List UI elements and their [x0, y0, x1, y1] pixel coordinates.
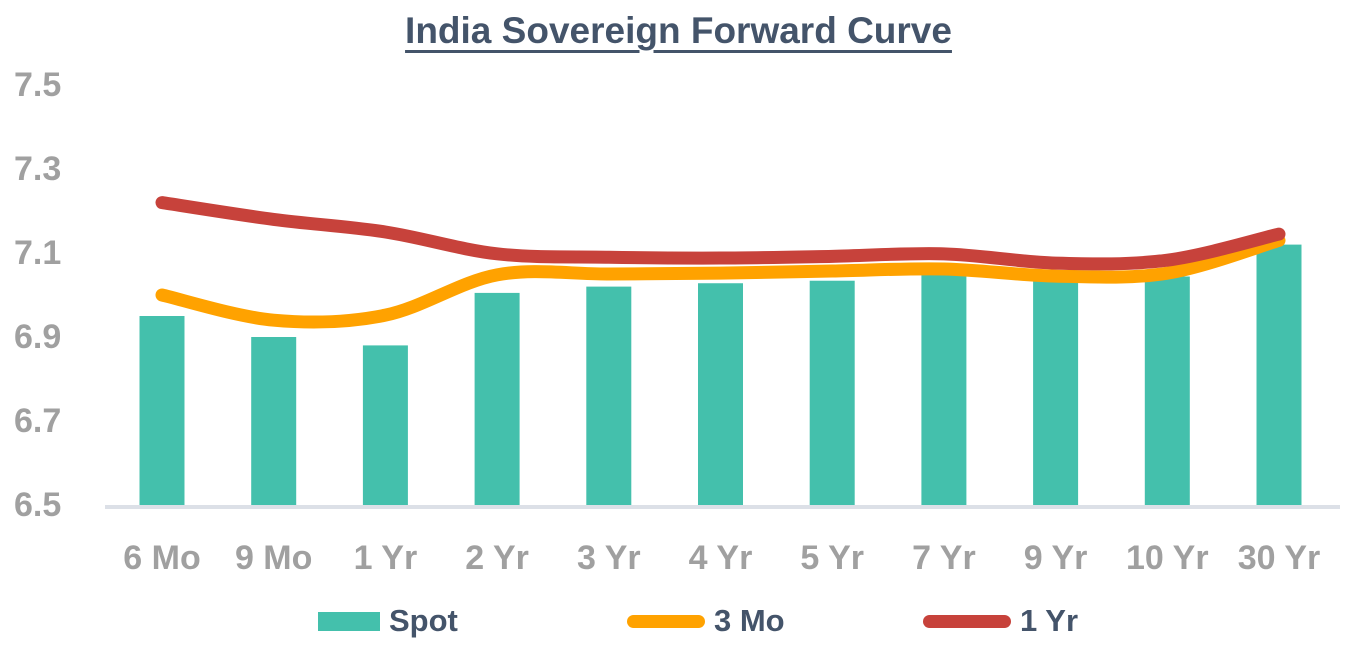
x-axis-tick-label: 1 Yr: [353, 539, 418, 577]
x-axis-tick-label: 9 Mo: [234, 539, 313, 577]
x-axis-tick-label: 4 Yr: [688, 539, 753, 577]
y-axis-tick-label: 7.1: [14, 234, 62, 272]
bar-spot-1: [251, 337, 297, 505]
bar-spot-6: [809, 280, 855, 505]
legend-item-1yr: 1 Yr: [923, 602, 1078, 640]
bar-spot-10: [1256, 244, 1302, 505]
y-axis-tick-label: 6.9: [14, 318, 62, 356]
x-axis-tick-label: 2 Yr: [465, 539, 529, 577]
spot-series-swatch: [318, 611, 380, 631]
y-axis-tick-label: 7.5: [14, 66, 62, 104]
bar-spot-8: [1033, 280, 1079, 505]
y-axis-tick-label: 7.3: [14, 150, 62, 188]
x-axis-tick-label: 3 Yr: [576, 539, 641, 577]
line-series-1-yr: [155, 196, 1286, 271]
x-axis-tick-label: 7 Yr: [912, 539, 976, 577]
line-series-3-mo: [155, 233, 1286, 329]
y-axis-tick-label: 6.7: [14, 402, 62, 440]
legend-item-spot: Spot: [318, 602, 458, 640]
legend-item-3mo: 3 Mo: [627, 602, 785, 640]
bar-spot-3: [474, 292, 520, 505]
three-mo-series-swatch: [627, 614, 705, 628]
legend-label-spot: Spot: [389, 603, 458, 638]
y-axis-tick-label: 6.5: [14, 486, 62, 524]
bar-spot-2: [362, 345, 408, 505]
x-axis-tick-label: 9 Yr: [1023, 539, 1088, 577]
x-axis-tick-label: 10 Yr: [1126, 539, 1209, 577]
bar-spot-5: [698, 283, 743, 505]
bar-spot-9: [1144, 276, 1190, 505]
legend-label-1yr: 1 Yr: [1020, 603, 1079, 638]
one-yr-series-swatch: [923, 614, 1011, 628]
chart-title: India Sovereign Forward Curve: [405, 10, 952, 51]
x-axis-tick-label: 30 Yr: [1237, 539, 1321, 577]
bar-spot-7: [921, 274, 967, 505]
bar-spot-4: [586, 286, 632, 505]
x-axis-tick-label: 6 Mo: [123, 539, 201, 577]
bar-spot-0: [139, 316, 185, 505]
legend-label-3mo: 3 Mo: [714, 603, 785, 638]
x-axis-tick-label: 5 Yr: [800, 539, 865, 577]
